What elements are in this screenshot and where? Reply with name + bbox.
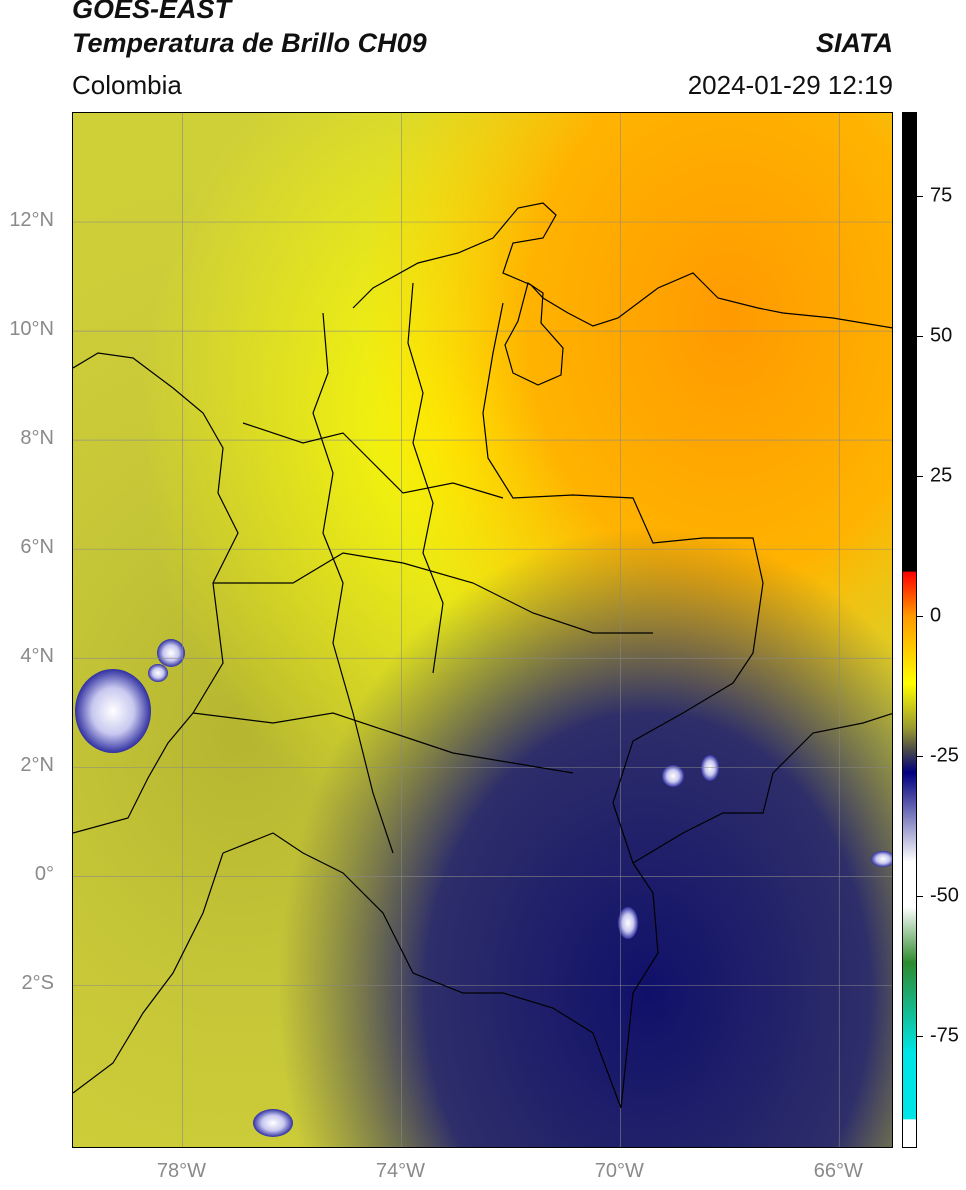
colorbar-tick (917, 616, 923, 617)
latitude-label: 0° (34, 863, 54, 886)
latitude-label: 8°N (20, 427, 54, 450)
cloud-east-2 (701, 755, 719, 781)
latitude-label: 4°N (20, 645, 54, 668)
colorbar-tick-label: 75 (930, 184, 953, 207)
dept-lines-4 (312, 312, 394, 854)
dept-lines-3 (192, 712, 574, 774)
dept-lines-2 (213, 552, 653, 634)
ecuador-peru-border (73, 852, 224, 1094)
longitude-label: 78°W (156, 1160, 207, 1182)
coastline-and-borders (73, 202, 892, 1109)
cloud-pacific-2 (157, 639, 185, 667)
colorbar-tick (917, 756, 923, 757)
latitude-label: 2°S (21, 972, 54, 995)
colombia-venezuela-border (482, 302, 764, 864)
cloud-east-3 (871, 851, 892, 867)
cloud-south-1 (253, 1109, 293, 1137)
pacific-coast (73, 352, 239, 834)
organization-label: SIATA (816, 28, 893, 58)
colorbar-tick (917, 476, 923, 477)
colorbar-tick-label: -50 (930, 884, 959, 907)
colorbar-tick-label: 25 (930, 464, 953, 487)
longitude-label: 70°W (594, 1160, 644, 1182)
satellite-title: GOES-EAST (72, 0, 232, 24)
cloud-east-1 (662, 765, 684, 787)
colombia-peru-border (222, 832, 622, 1109)
colorbar-tick (917, 196, 923, 197)
colorbar-tick (917, 896, 923, 897)
colorbar-tick-label: -25 (930, 744, 959, 767)
product-title: Temperatura de Brillo CH09 (72, 28, 427, 58)
longitude-label: 66°W (813, 1160, 863, 1182)
maracaibo-lake (504, 282, 564, 386)
cloud-pacific (75, 669, 151, 753)
longitude-label: 74°W (375, 1160, 425, 1182)
colorbar (902, 112, 917, 1148)
dept-lines-5 (407, 282, 444, 674)
venezuela-brazil-border (632, 713, 892, 864)
cloud-pacific-3 (148, 664, 168, 682)
dept-lines-1 (242, 422, 504, 499)
latitude-label: 12°N (9, 209, 54, 232)
colorbar-tick (917, 336, 923, 337)
colorbar-fill (903, 113, 916, 1147)
latitude-label: 2°N (20, 754, 54, 777)
region-label: Colombia (72, 70, 182, 100)
colorbar-tick-label: -75 (930, 1024, 959, 1047)
navy-field (73, 113, 892, 1147)
colombia-brazil-border (620, 862, 659, 1109)
graticule (73, 113, 892, 1147)
brightness-temperature-map[interactable] (73, 113, 893, 1148)
latitude-label: 10°N (9, 318, 54, 341)
colorbar-tick-label: 0 (930, 604, 942, 627)
colorbar-tick-label: 50 (930, 324, 953, 347)
datetime-label: 2024-01-29 12:19 (687, 70, 893, 100)
latitude-label: 6°N (20, 536, 54, 559)
cloud-south-2 (618, 907, 638, 939)
map-panel[interactable] (72, 112, 893, 1148)
colorbar-tick (917, 1036, 923, 1037)
